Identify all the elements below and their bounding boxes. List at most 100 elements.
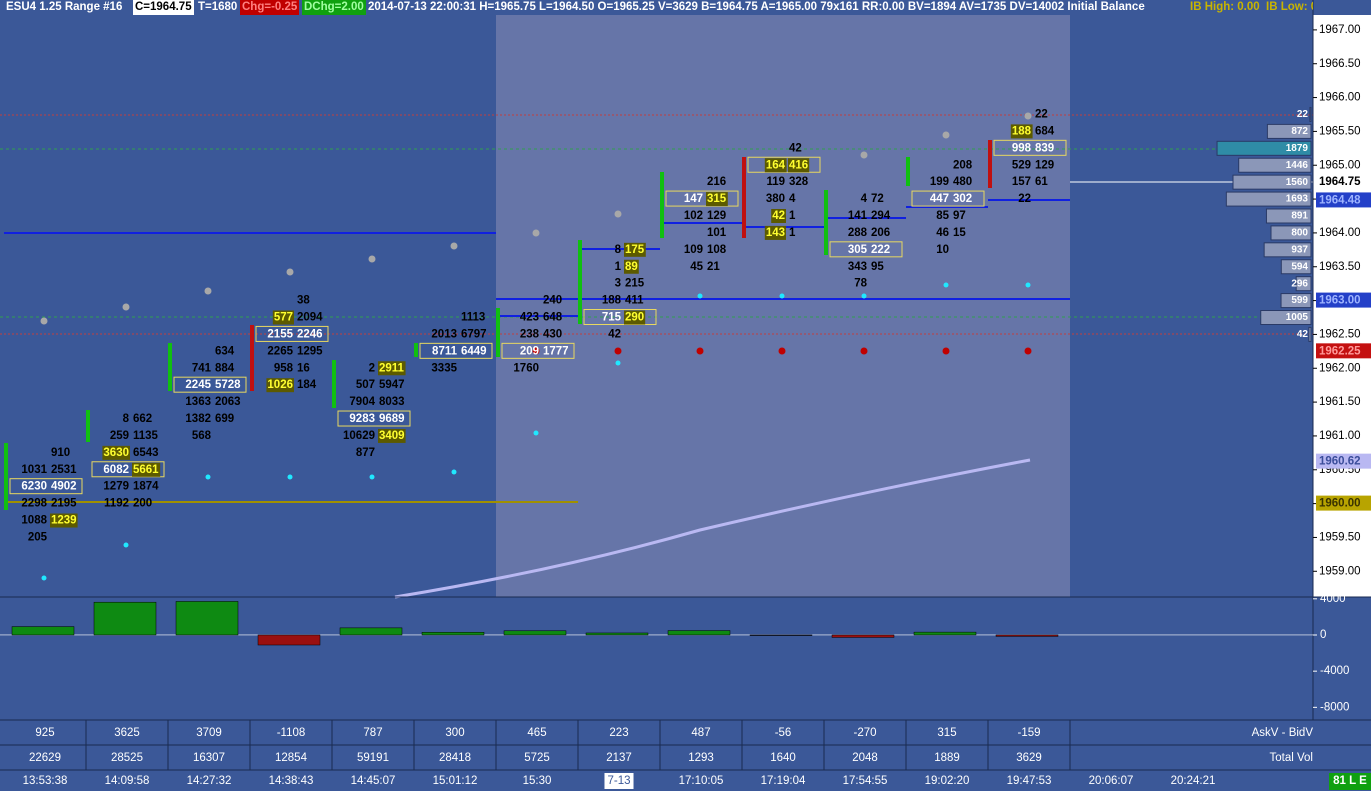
- dot: [40, 317, 48, 325]
- cell-highlight: [624, 259, 639, 274]
- ask-volume: 38: [297, 295, 310, 307]
- profile-bar: [1260, 310, 1312, 326]
- ask-volume: 15: [953, 227, 966, 239]
- bid-volume: 877: [356, 447, 375, 459]
- ask-volume: 294: [871, 210, 891, 222]
- cell-box: [583, 309, 657, 326]
- ask-volume: 6543: [133, 447, 159, 459]
- ask-volume: 2094: [297, 312, 323, 324]
- range-bar: [988, 140, 992, 188]
- time-label: 19:02:20: [925, 775, 970, 787]
- ask-volume: 411: [625, 295, 644, 307]
- price-marker-label: 1964.75: [1319, 176, 1361, 188]
- ask-volume: 1: [789, 227, 796, 239]
- dot: [450, 242, 458, 250]
- ask-volume: 315: [707, 193, 727, 205]
- delta-bar: [503, 630, 567, 636]
- dot: [942, 131, 950, 139]
- price-marker-label: 1963.00: [1319, 295, 1361, 307]
- bid-volume: 205: [28, 531, 48, 543]
- change: Chg=-0.25: [240, 0, 300, 15]
- status: 81 L E: [1333, 775, 1367, 787]
- delta-value: -270: [853, 727, 876, 739]
- cell-highlight: [764, 225, 786, 240]
- cell-highlight: [771, 208, 786, 223]
- time-label: 17:10:05: [679, 775, 724, 787]
- total-volume: 22629: [29, 752, 61, 764]
- range-bar: [250, 325, 254, 391]
- price-marker: [1316, 292, 1371, 308]
- profile-bar: [1270, 225, 1312, 241]
- time-label: 20:24:21: [1171, 775, 1216, 787]
- bid-volume: 4: [861, 193, 868, 205]
- time-label: 15:01:12: [433, 775, 478, 787]
- ask-volume: 5947: [379, 379, 405, 391]
- ask-volume: 16: [297, 362, 310, 374]
- ask-volume: 634: [215, 345, 235, 357]
- dot: [1025, 282, 1031, 288]
- range-bar: [906, 157, 910, 186]
- delta-value: -1108: [277, 727, 306, 739]
- profile-label: 296: [1291, 278, 1308, 289]
- ask-volume: 72: [871, 193, 884, 205]
- ask-volume: 1113: [461, 312, 485, 324]
- profile-bar: [1266, 123, 1312, 139]
- profile-label: 1560: [1286, 177, 1309, 188]
- time-label: 15:30: [523, 775, 552, 787]
- bid-volume: 529: [1012, 159, 1031, 171]
- cell-box: [9, 478, 83, 495]
- ask-volume: 2195: [51, 498, 77, 510]
- bid-volume: 741: [192, 362, 212, 374]
- time-label: 17:54:55: [843, 775, 888, 787]
- bid-volume: 1363: [185, 396, 211, 408]
- ask-volume: 5661: [133, 464, 159, 476]
- profile-label: 599: [1291, 295, 1308, 306]
- total-volume: 3629: [1016, 752, 1042, 764]
- bid-volume: 141: [848, 210, 868, 222]
- ask-volume: 5728: [215, 379, 241, 391]
- price-marker-label: 1964.48: [1319, 194, 1361, 206]
- bid-volume: 2: [369, 362, 375, 374]
- delta-tick-label: -8000: [1320, 701, 1349, 713]
- ask-volume: 175: [625, 244, 645, 256]
- ask-volume: 648: [543, 312, 563, 324]
- delta-value: -56: [775, 727, 792, 739]
- total-volume: 1293: [688, 752, 714, 764]
- dot: [532, 229, 540, 237]
- bid-volume: 3630: [103, 447, 129, 459]
- bid-volume: 22: [1018, 193, 1031, 205]
- dot: [778, 347, 786, 355]
- dot: [122, 303, 130, 311]
- delta-bar: [11, 626, 75, 636]
- cell-highlight: [624, 310, 646, 325]
- date-highlight: [604, 773, 634, 789]
- price-label: 1965.00: [1319, 159, 1361, 171]
- bid-volume: 998: [1012, 142, 1032, 154]
- bid-volume: 188: [602, 295, 622, 307]
- bid-volume: 42: [772, 210, 785, 222]
- profile-label: 1693: [1286, 194, 1309, 205]
- bid-volume: 1760: [513, 362, 539, 374]
- ask-volume: 2246: [297, 328, 323, 340]
- ask-volume: 9689: [379, 413, 405, 425]
- price-label: 1965.50: [1319, 125, 1361, 137]
- bid-volume: 157: [1012, 176, 1031, 188]
- dot: [614, 210, 622, 218]
- ask-volume: 2531: [51, 464, 77, 476]
- ask-volume: 215: [625, 278, 645, 290]
- delta-bar: [93, 601, 157, 636]
- delta-bar: [667, 630, 731, 636]
- dot: [1024, 112, 1032, 120]
- time-label: 14:09:58: [105, 775, 150, 787]
- delta-value: 223: [609, 727, 628, 739]
- bid-volume: 8: [123, 413, 130, 425]
- ask-volume: 2911: [379, 362, 405, 374]
- ask-volume: 89: [625, 261, 638, 273]
- dot: [615, 360, 621, 366]
- bid-volume: 2245: [185, 379, 211, 391]
- bid-volume: 1088: [21, 515, 47, 527]
- ask-volume: 97: [953, 210, 966, 222]
- bid-volume: 2155: [267, 328, 293, 340]
- ask-volume: 290: [625, 312, 644, 324]
